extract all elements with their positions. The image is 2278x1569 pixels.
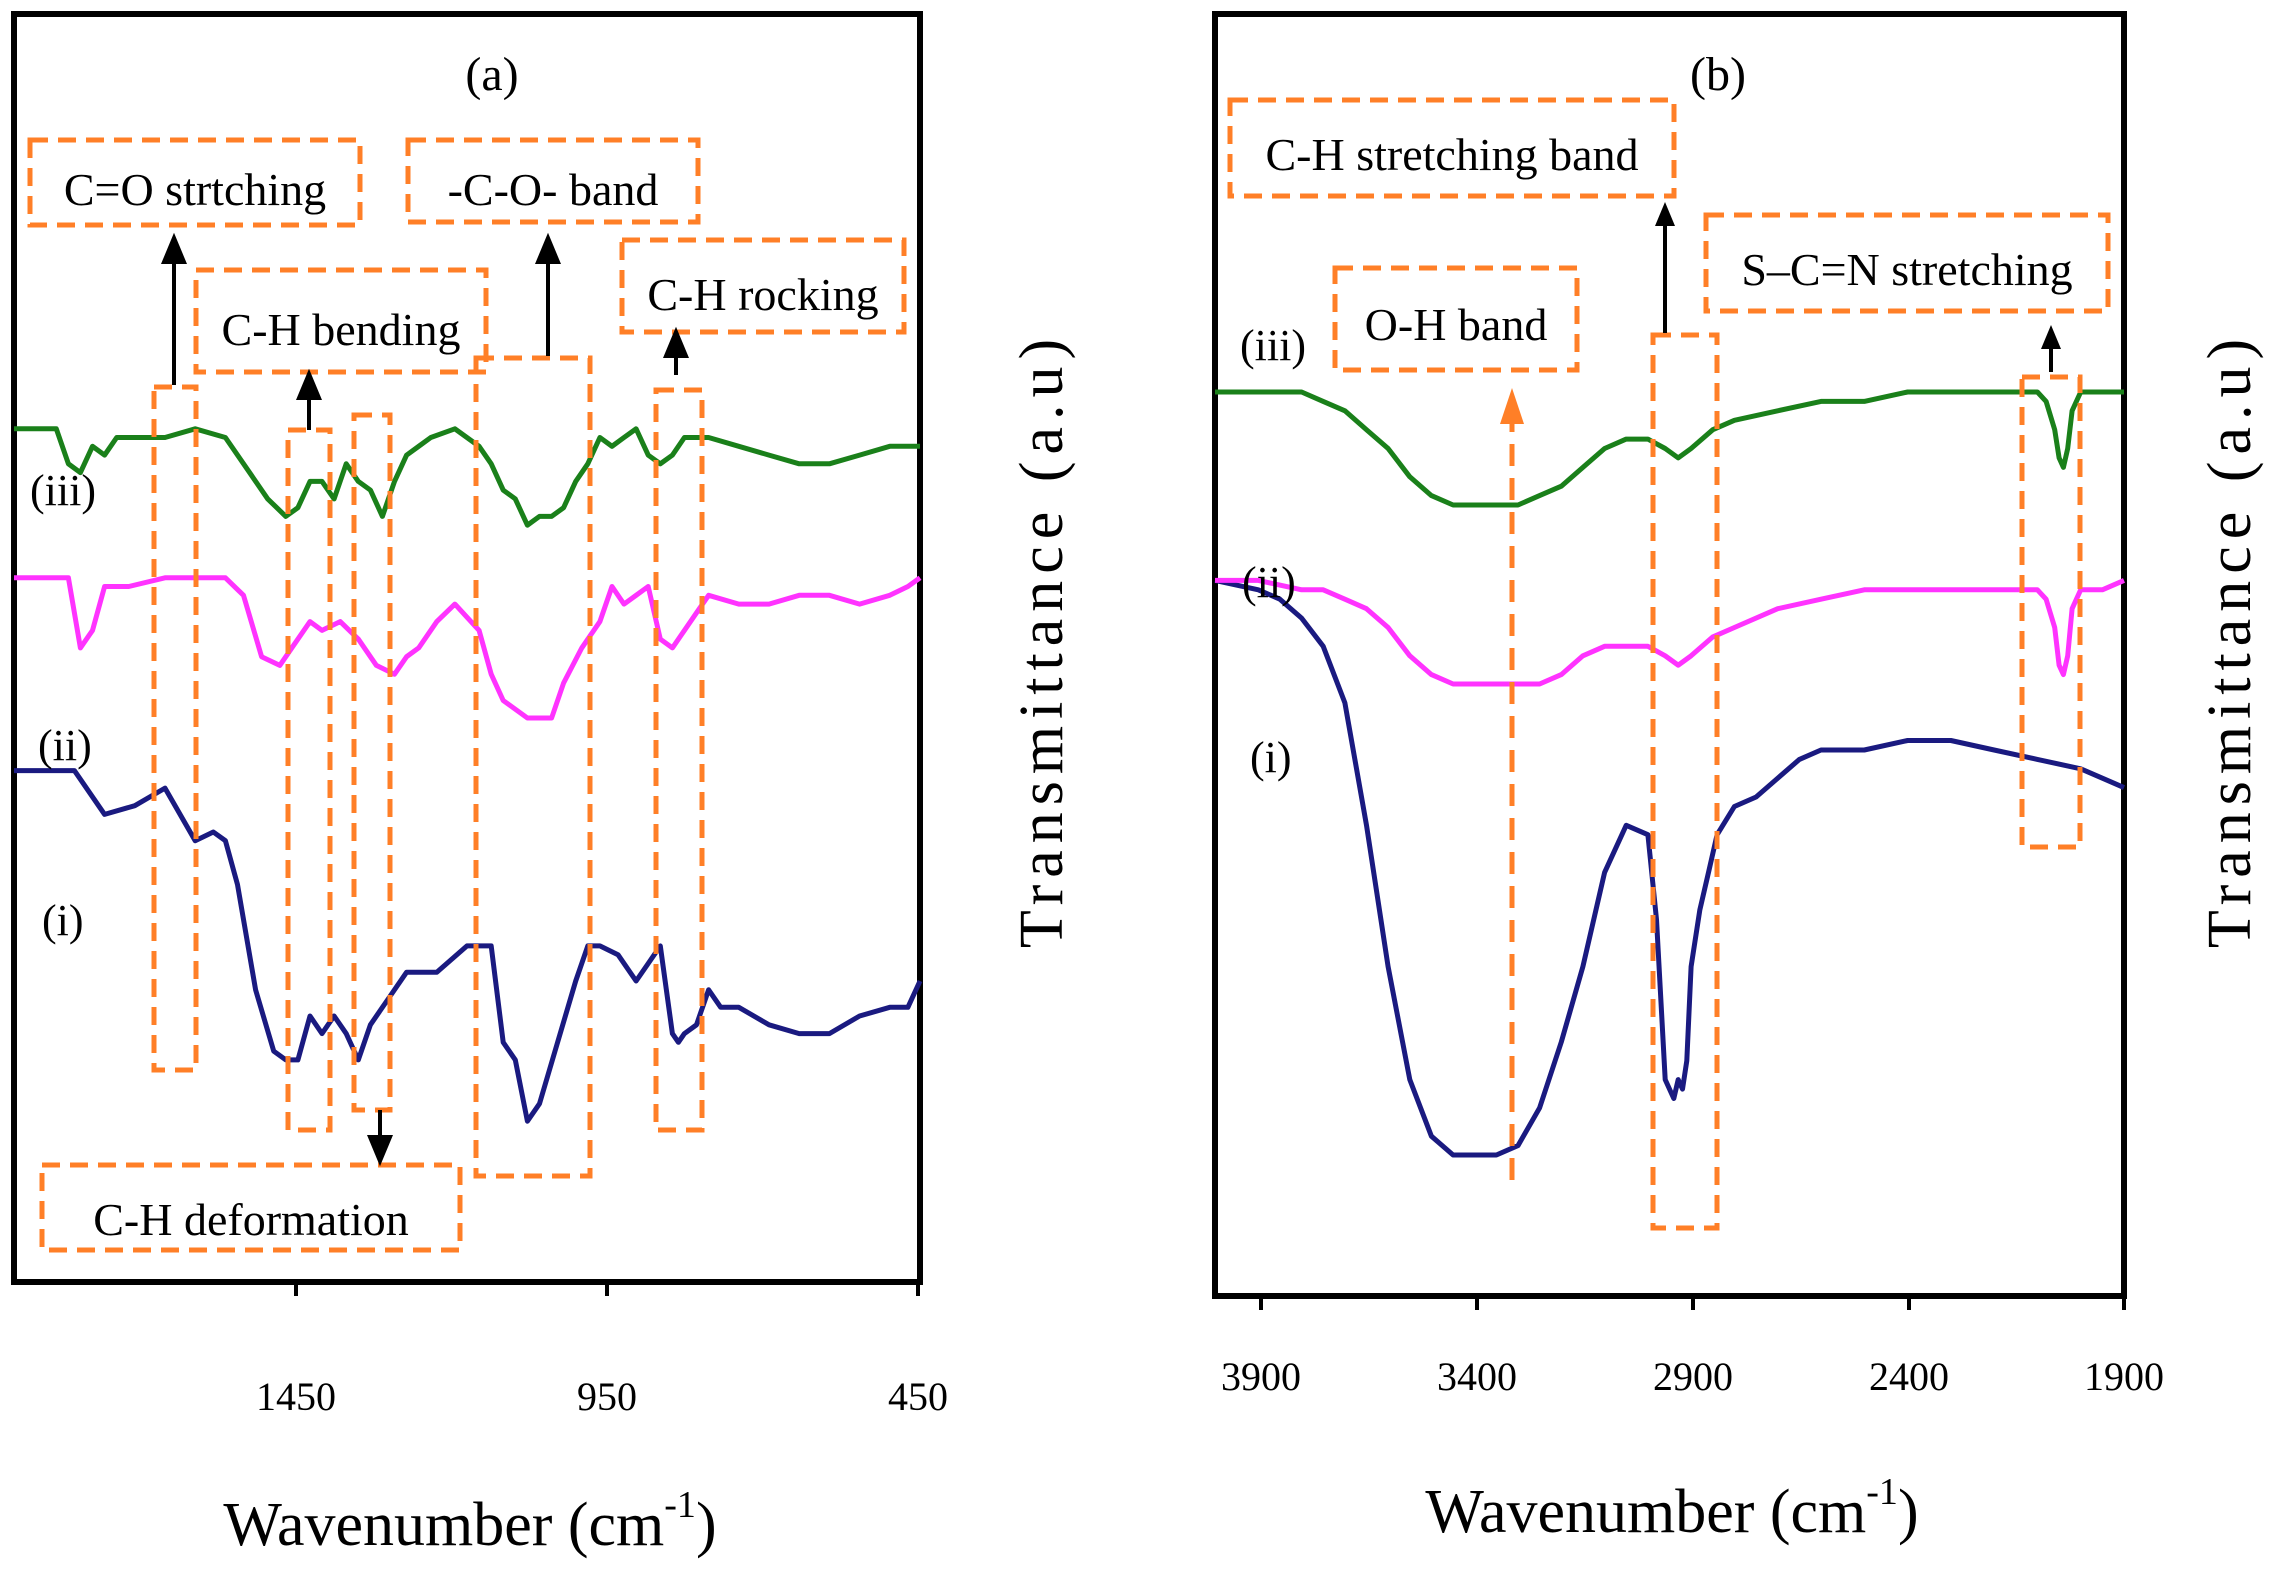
- box-c-h-stretching-label: [1227, 97, 1677, 199]
- panel-b-label: (b): [1690, 48, 1746, 101]
- panel-b-annotation-boxes: [1227, 97, 2111, 1231]
- region-s-c-n-stretching: [2019, 374, 2083, 850]
- panel-b-tick-label-3900: 3900: [1221, 1354, 1301, 1399]
- panel-a-x-ticks: [294, 1282, 920, 1296]
- box-c-h-rocking-label: [619, 237, 907, 335]
- panel-b-tick-label-1900: 1900: [2084, 1354, 2164, 1399]
- box-c-h-deformation-label: [39, 1162, 463, 1253]
- region-c-o-stretching: [151, 384, 199, 1073]
- arrow-c-h-stretching: [1655, 202, 1675, 226]
- panel-b-series-i-label: (i): [1250, 733, 1292, 782]
- panel-a-curves: [14, 426, 923, 1124]
- panel-a-x-axis-title: Wavenumber (cm-1): [223, 1484, 716, 1559]
- region-c-o-c-band: [473, 355, 593, 1179]
- panel-b-tick-label-3400: 3400: [1437, 1354, 1517, 1399]
- annotation-s-c-n-stretching: S–C=N stretching: [1741, 244, 2072, 295]
- panel-a-series-i-label: (i): [42, 896, 84, 945]
- panel-b-x-axis-title: Wavenumber (cm-1): [1425, 1471, 1918, 1546]
- panel-a-tick-label-950: 950: [577, 1374, 637, 1419]
- panel-b-curves: [1214, 389, 2125, 1158]
- panel-b-tick-label-2900: 2900: [1653, 1354, 1733, 1399]
- region-c-h-bending: [285, 427, 333, 1133]
- panel-b-series-ii-label: (ii): [1242, 558, 1296, 607]
- annotation-c-h-rocking: C-H rocking: [647, 269, 878, 320]
- annotation-c-o-stretching: C=O strtching: [64, 164, 326, 215]
- panel-a-series-iii-line: [14, 426, 920, 528]
- arrow-s-c-n-stretching: [2041, 325, 2061, 349]
- panel-a-arrows: [161, 232, 689, 1167]
- annotation-c-o-c-band: -C-O- band: [448, 164, 659, 215]
- region-c-h-stretching: [1650, 332, 1720, 1231]
- annotation-c-h-bending: C-H bending: [222, 304, 461, 355]
- panel-a-tick-label-450: 450: [888, 1374, 948, 1419]
- panel-b-series-ii-line: [1215, 577, 2125, 687]
- panel-a-annotation-boxes: [27, 137, 907, 1253]
- annotation-c-h-stretching: C-H stretching band: [1265, 129, 1638, 180]
- arrow-c-o-stretching: [161, 232, 187, 264]
- panel-a-tick-label-1450: 1450: [256, 1374, 336, 1419]
- panel-a-series-ii-line: [14, 575, 922, 721]
- box-o-h-band-label: [1332, 265, 1580, 373]
- box-c-o-stretching-label: [27, 137, 363, 228]
- annotation-c-h-deformation: C-H deformation: [93, 1194, 409, 1245]
- panel-a-label: (a): [465, 48, 518, 101]
- panel-a: (a) (iii) (ii) (i) C=O strtching C-H ben…: [11, 11, 1076, 1559]
- panel-b-frame: [1212, 11, 2127, 1299]
- arrow-c-h-deformation: [367, 1135, 393, 1167]
- panel-a-series-i-line: [14, 768, 923, 1124]
- panel-b: (b) (iii) (ii) (i) C-H stretching band O…: [1212, 11, 2264, 1546]
- panel-a-series-ii-label: (ii): [38, 721, 92, 770]
- panel-b-series-i-line: [1214, 577, 2125, 1158]
- box-c-h-bending-label: [193, 267, 489, 375]
- box-s-c-n-stretching-label: [1703, 212, 2111, 314]
- arrow-c-o-c-band: [535, 232, 561, 264]
- panel-a-frame: [11, 11, 923, 1285]
- region-c-h-deformation: [351, 412, 393, 1113]
- panel-a-y-axis-title: Transmittance (a.u): [1008, 332, 1076, 948]
- panel-b-arrows: [1500, 202, 2061, 1180]
- panel-b-series-iii-line: [1215, 389, 2124, 508]
- panel-b-x-ticks: [1259, 1296, 2126, 1310]
- panel-b-series-iii-label: (iii): [1240, 321, 1306, 370]
- panel-b-y-axis-title: Transmittance (a.u): [2196, 332, 2264, 948]
- panel-a-series-iii-label: (iii): [30, 466, 96, 515]
- arrow-c-h-bending: [296, 368, 322, 400]
- panel-b-tick-label-2400: 2400: [1869, 1354, 1949, 1399]
- arrow-c-h-rocking: [663, 326, 689, 358]
- arrow-o-h-band: [1500, 388, 1524, 424]
- annotation-o-h-band: O-H band: [1365, 299, 1548, 350]
- region-c-h-rocking: [653, 387, 705, 1133]
- box-c-o-c-band-label: [405, 137, 701, 225]
